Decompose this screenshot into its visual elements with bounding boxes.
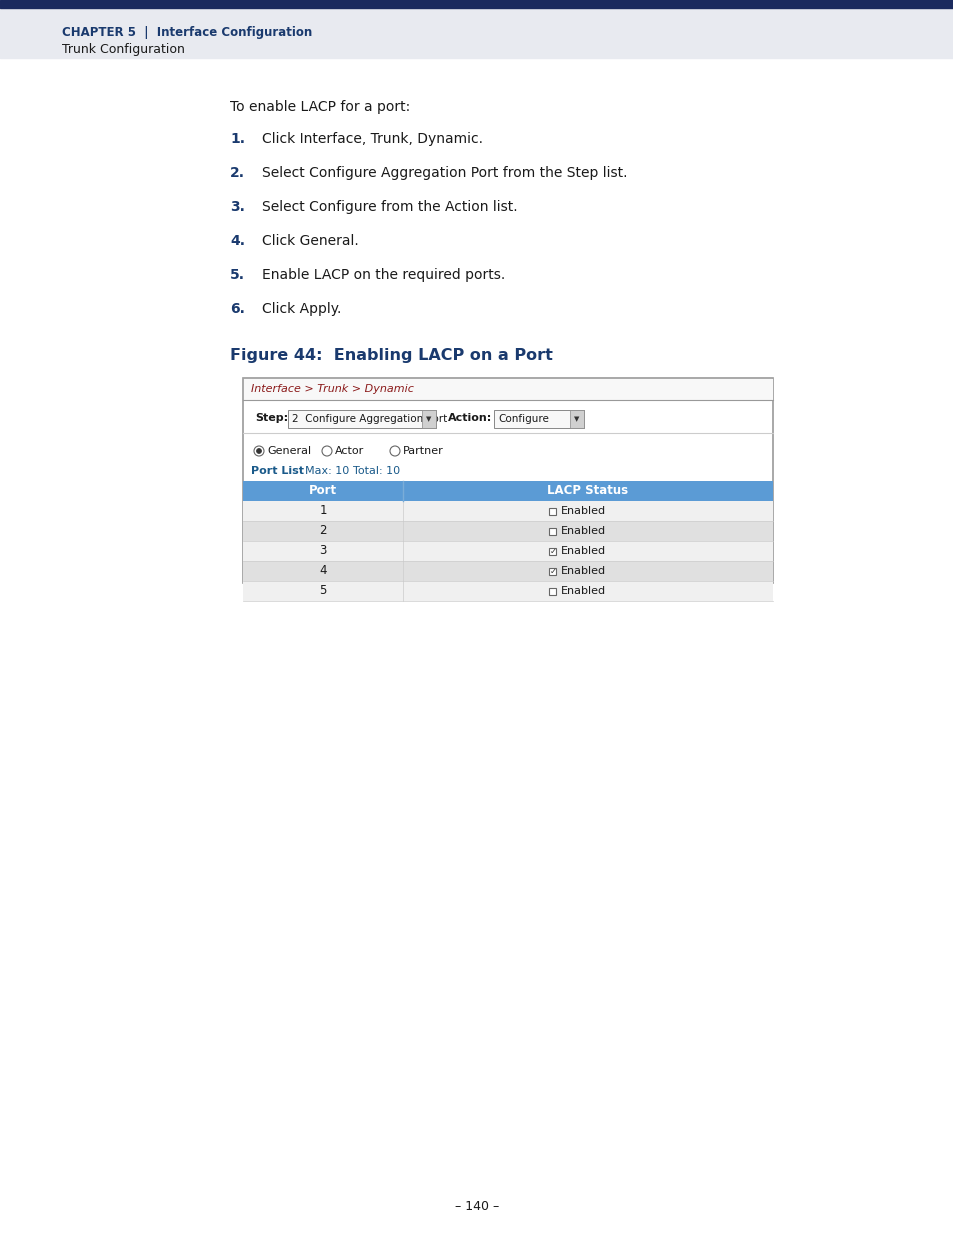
Text: 4.: 4. — [230, 233, 245, 248]
Text: Enabled: Enabled — [560, 546, 605, 556]
Text: Enabled: Enabled — [560, 526, 605, 536]
Bar — [243, 541, 772, 561]
Circle shape — [253, 446, 264, 456]
Text: 6.: 6. — [230, 303, 245, 316]
Text: Interface > Trunk > Dynamic: Interface > Trunk > Dynamic — [251, 384, 414, 394]
Text: Click General.: Click General. — [262, 233, 358, 248]
Bar — [494, 410, 583, 429]
Bar — [243, 561, 772, 580]
Text: LACP Status: LACP Status — [547, 484, 628, 498]
Text: Click Interface, Trunk, Dynamic.: Click Interface, Trunk, Dynamic. — [262, 132, 482, 146]
Circle shape — [322, 446, 332, 456]
Bar — [243, 501, 772, 521]
Text: Select Configure Aggregation Port from the Step list.: Select Configure Aggregation Port from t… — [262, 165, 627, 180]
Text: Enabled: Enabled — [560, 506, 605, 516]
Text: 2: 2 — [319, 525, 327, 537]
Bar — [0, 0, 953, 7]
Text: ▼: ▼ — [426, 416, 432, 422]
Bar — [243, 378, 772, 400]
Text: CHAPTER 5  |  Interface Configuration: CHAPTER 5 | Interface Configuration — [62, 26, 312, 40]
Text: Action:: Action: — [448, 412, 492, 424]
Text: ▼: ▼ — [574, 416, 579, 422]
Bar — [243, 521, 772, 541]
Text: 2  Configure Aggregation Port: 2 Configure Aggregation Port — [292, 414, 447, 424]
Text: General: General — [267, 446, 311, 456]
Text: Port: Port — [309, 484, 336, 498]
Text: Figure 44:  Enabling LACP on a Port: Figure 44: Enabling LACP on a Port — [230, 348, 553, 363]
Bar — [549, 508, 556, 515]
Text: Port List: Port List — [251, 466, 304, 475]
Text: 2.: 2. — [230, 165, 245, 180]
Text: 1: 1 — [319, 505, 327, 517]
Bar — [243, 378, 772, 583]
Text: ✓: ✓ — [549, 567, 556, 576]
Circle shape — [390, 446, 399, 456]
Bar — [549, 568, 556, 574]
Bar — [569, 410, 583, 429]
Text: Total: 10: Total: 10 — [353, 466, 399, 475]
Text: 3.: 3. — [230, 200, 245, 214]
Text: Step:: Step: — [254, 412, 288, 424]
Bar — [549, 588, 556, 594]
Text: To enable LACP for a port:: To enable LACP for a port: — [230, 100, 410, 114]
Text: Configure: Configure — [497, 414, 548, 424]
Text: Select Configure from the Action list.: Select Configure from the Action list. — [262, 200, 517, 214]
Text: Trunk Configuration: Trunk Configuration — [62, 43, 185, 56]
Text: 1.: 1. — [230, 132, 245, 146]
Bar — [549, 527, 556, 535]
Text: Enabled: Enabled — [560, 566, 605, 576]
Text: Max: 10: Max: 10 — [305, 466, 349, 475]
Text: 5: 5 — [319, 584, 326, 598]
Bar — [243, 480, 772, 501]
Text: ✓: ✓ — [549, 547, 556, 556]
Text: Click Apply.: Click Apply. — [262, 303, 341, 316]
Text: 5.: 5. — [230, 268, 245, 282]
Text: 3: 3 — [319, 545, 326, 557]
Text: – 140 –: – 140 – — [455, 1200, 498, 1214]
Bar — [0, 7, 953, 58]
Bar — [243, 580, 772, 601]
Text: 4: 4 — [319, 564, 327, 578]
Text: Actor: Actor — [335, 446, 364, 456]
Text: Enabled: Enabled — [560, 585, 605, 597]
Bar — [549, 547, 556, 555]
Text: Partner: Partner — [402, 446, 443, 456]
Circle shape — [256, 448, 261, 453]
Bar — [421, 410, 436, 429]
Text: Enable LACP on the required ports.: Enable LACP on the required ports. — [262, 268, 505, 282]
Bar — [288, 410, 436, 429]
